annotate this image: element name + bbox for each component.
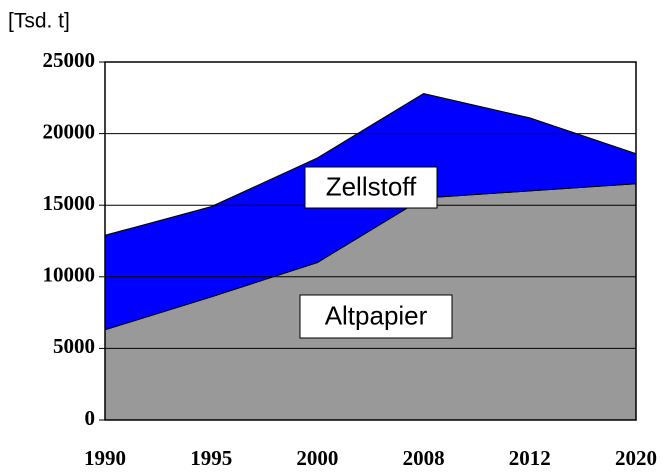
y-tick-label: 10000 [43,263,96,287]
series-label: Altpapier [325,300,428,330]
x-tick-label: 2020 [615,446,657,470]
y-tick-label: 0 [85,406,96,430]
series-label-box [304,166,438,209]
y-tick-label: 5000 [53,334,95,358]
series-label-box [299,294,453,339]
y-axis-label: [Tsd. t] [8,10,70,33]
x-tick-label: 1995 [190,446,232,470]
x-tick-label: 1990 [84,446,126,470]
x-tick-label: 2008 [403,446,445,470]
x-tick-label: 2000 [296,446,338,470]
plot-frame [104,61,637,421]
y-tick-label: 25000 [43,48,96,72]
x-tick-label: 2012 [509,446,551,470]
y-tick-label: 15000 [43,191,96,215]
series-label: Zellstoff [326,171,417,201]
y-tick-label: 20000 [43,119,96,143]
